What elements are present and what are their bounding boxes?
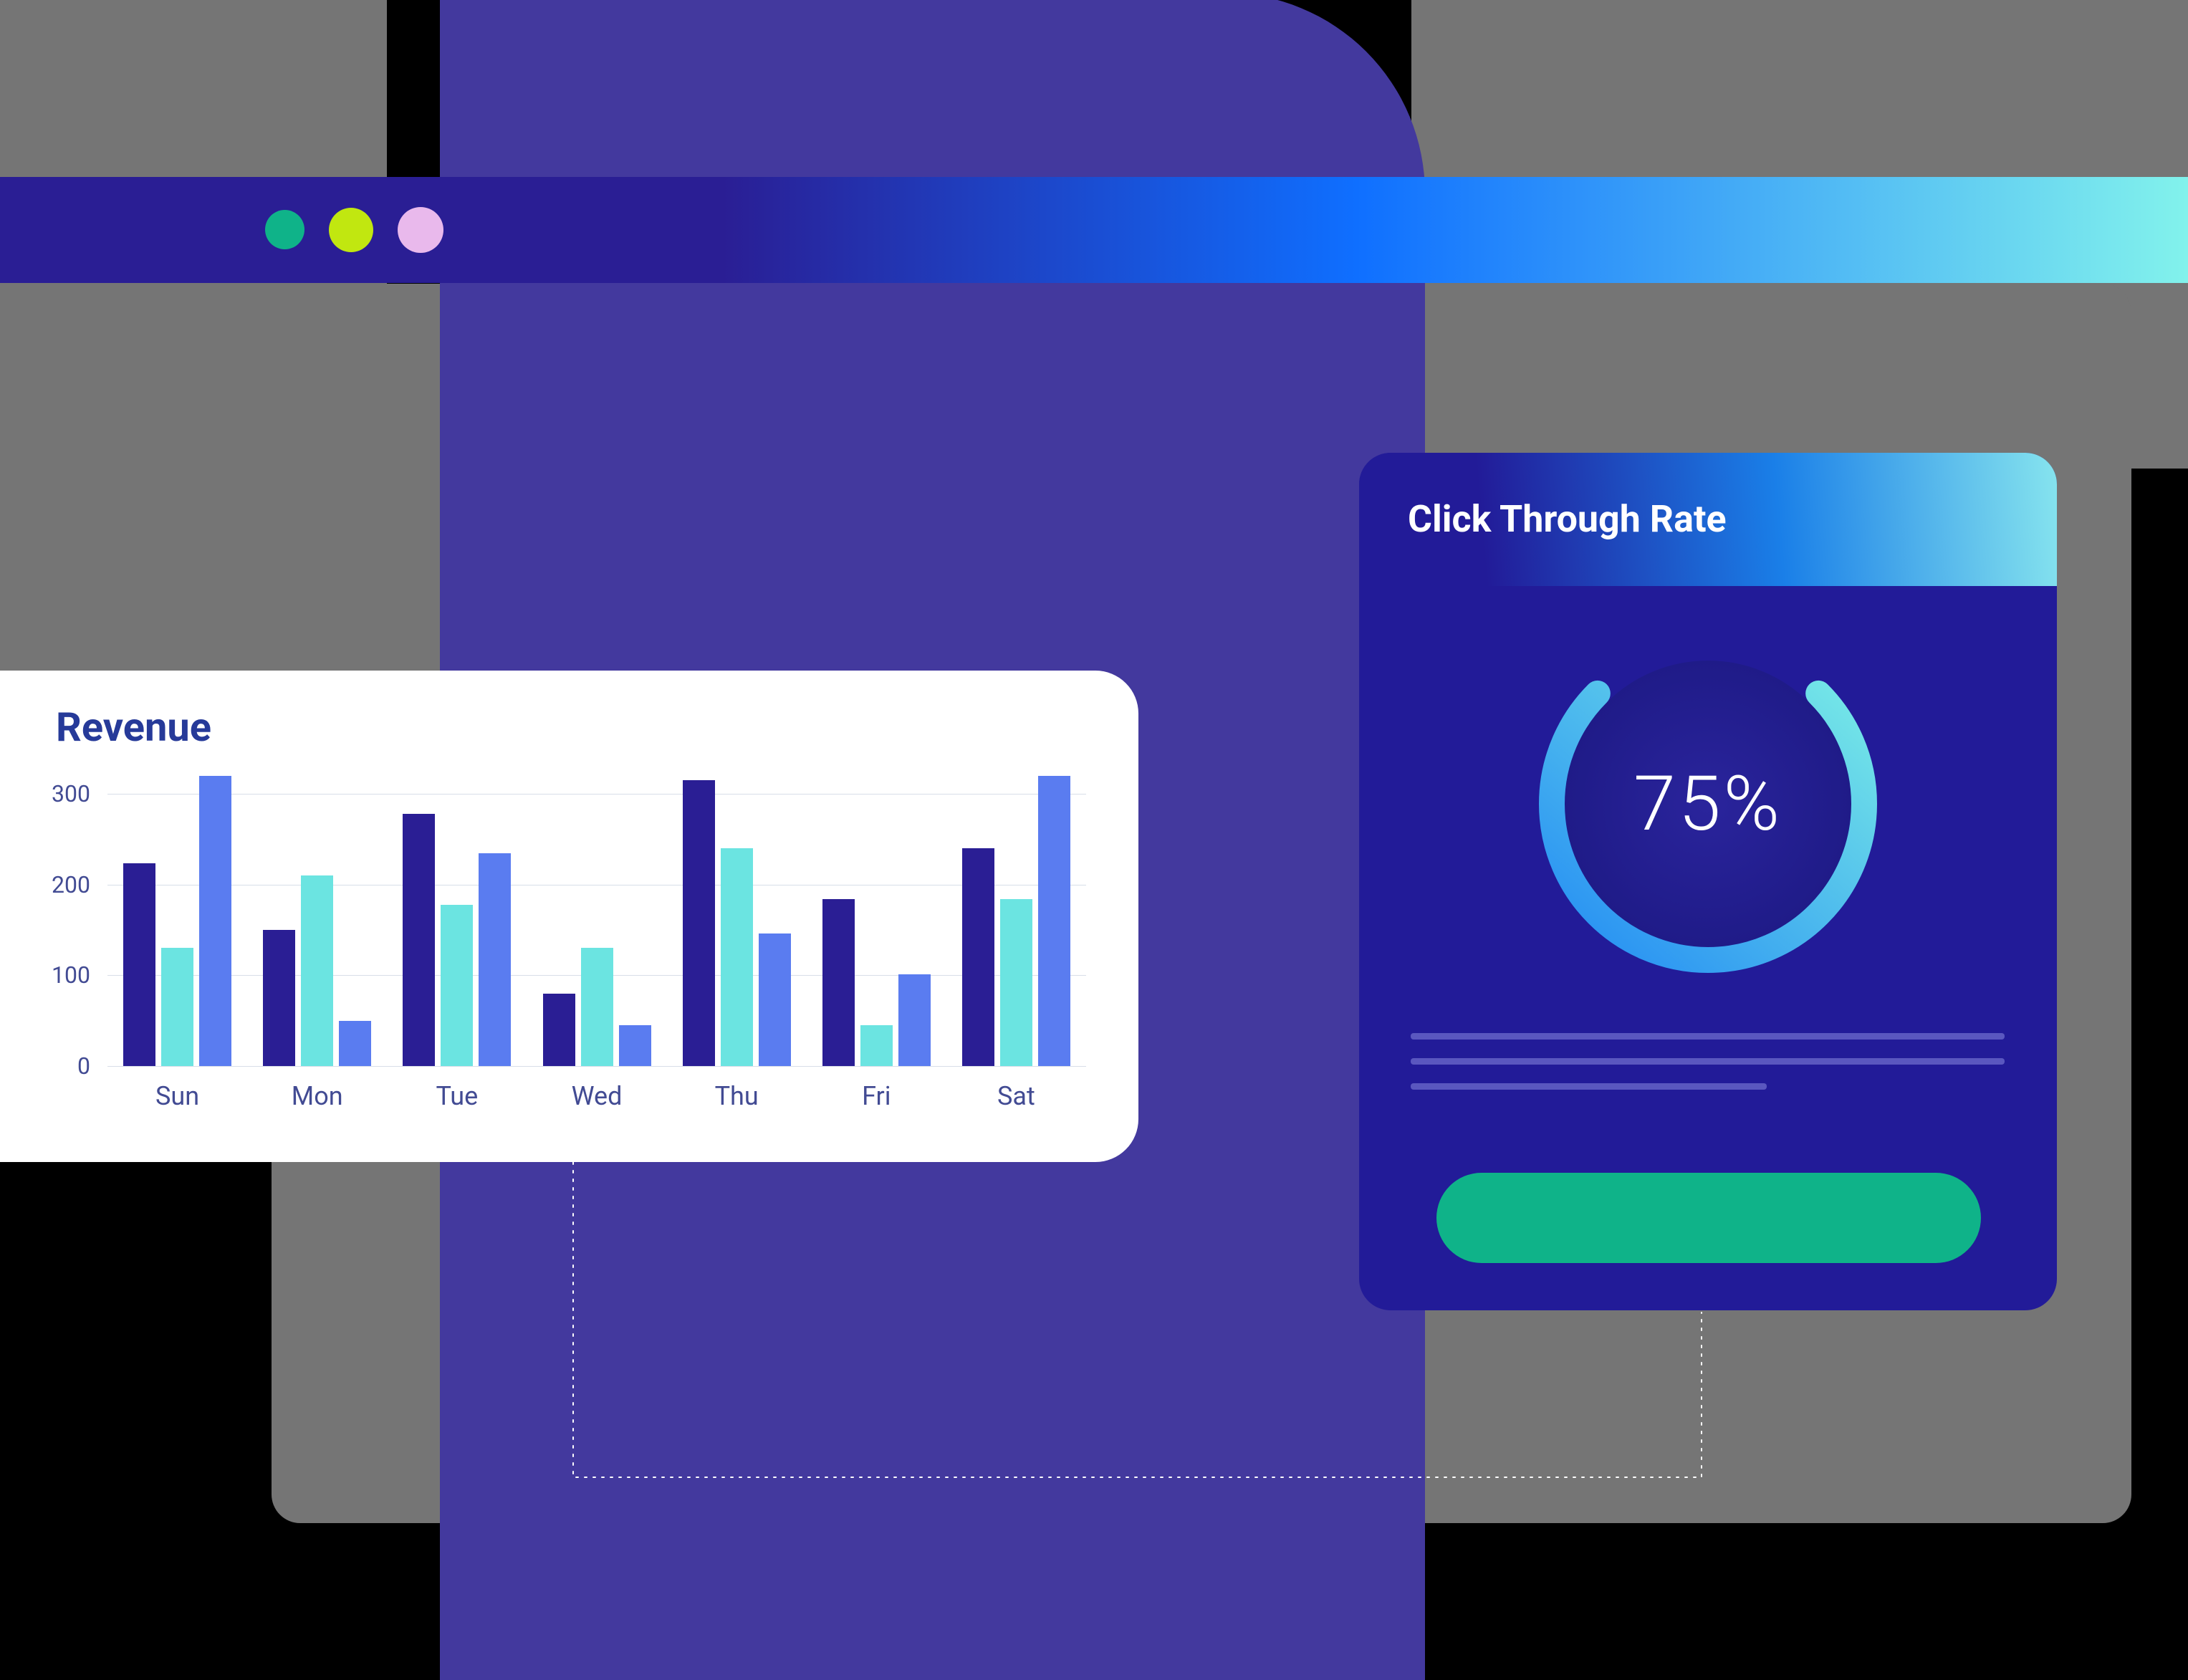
ctr-placeholder-line [1411,1033,2005,1040]
revenue-bar-group [123,776,231,1066]
revenue-bar [898,974,931,1066]
revenue-xlabel: Mon [292,1081,343,1111]
revenue-xlabel: Fri [862,1081,891,1111]
ctr-placeholder-line [1411,1083,1767,1090]
window-dot-minimize[interactable] [329,208,373,252]
window-dot-close[interactable] [265,210,304,249]
revenue-bar [199,776,231,1066]
revenue-bar [403,814,435,1066]
revenue-ytick: 0 [49,1052,90,1080]
revenue-bar-group [822,899,931,1066]
revenue-xlabel: Sun [155,1081,199,1111]
browser-tabbar [0,177,2188,283]
revenue-xlabel: Tue [436,1081,478,1111]
revenue-bar-group [403,814,511,1066]
revenue-bar [543,994,575,1066]
revenue-bar [822,899,855,1066]
window-controls [265,210,443,253]
revenue-bar [263,930,295,1066]
revenue-bar [581,948,613,1066]
revenue-plot: 0 100 200 300 Sun Mon Tue Wed Thu Fri Sat [49,776,1086,1131]
ctr-gauge: 75% [1359,596,2057,1012]
revenue-bar [759,933,791,1066]
revenue-bars [107,776,1086,1066]
revenue-bar [479,853,511,1066]
revenue-bar [339,1021,371,1066]
ctr-card-header: Click Through Rate [1359,453,2057,586]
revenue-xlabel: Thu [715,1081,759,1111]
revenue-title: Revenue [56,704,211,751]
revenue-bar [441,905,473,1066]
revenue-bar-group [543,948,651,1066]
revenue-bar [301,875,333,1066]
revenue-bar [860,1025,893,1066]
ctr-title: Click Through Rate [1408,497,1727,541]
ctr-value: 75% [1535,630,1881,977]
revenue-ytick: 300 [49,780,90,807]
revenue-card: Revenue 0 100 200 300 Sun Mon Tue Wed Thu Fri Sat [0,671,1138,1162]
window-dot-zoom[interactable] [398,207,443,253]
revenue-bar-group [263,875,371,1066]
revenue-bar [683,780,715,1066]
revenue-bar [1038,776,1070,1066]
ctr-placeholder-line [1411,1058,2005,1065]
revenue-bar-group [962,776,1070,1066]
revenue-xlabel: Wed [572,1081,623,1111]
revenue-bar [161,948,193,1066]
revenue-xaxis: Sun Mon Tue Wed Thu Fri Sat [107,1077,1086,1113]
ctr-action-button[interactable] [1436,1173,1981,1263]
revenue-bar [962,848,994,1066]
revenue-bar [619,1025,651,1066]
revenue-bar [123,863,155,1067]
revenue-ytick: 200 [49,871,90,898]
ctr-card: Click Through Rate [1359,453,2057,1310]
revenue-ytick: 100 [49,961,90,989]
stage: Revenue 0 100 200 300 Sun Mon Tue Wed Thu Fri Sat… [0,0,2188,1680]
revenue-bar [1000,899,1032,1066]
revenue-yaxis: 0100200300 [49,776,93,1066]
revenue-bar [721,848,753,1066]
bg-slab-top-left [0,0,387,190]
revenue-xlabel: Sat [997,1081,1035,1111]
ctr-placeholder-lines [1411,1033,2005,1108]
revenue-bar-group [683,780,791,1066]
